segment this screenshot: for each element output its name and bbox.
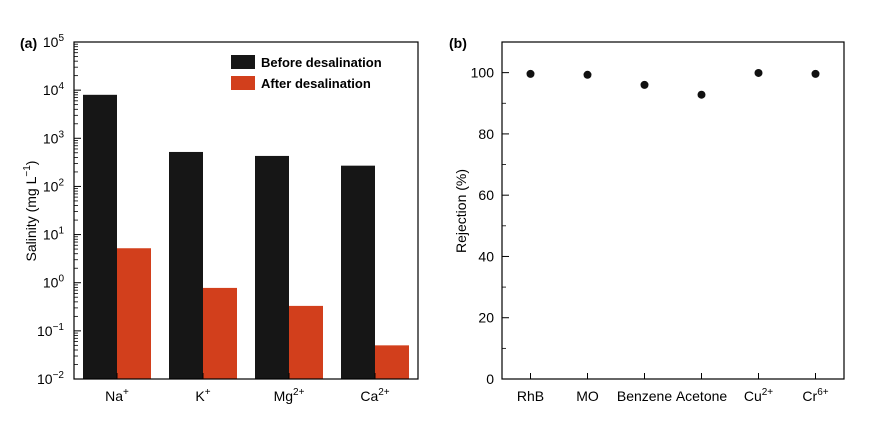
data-point	[754, 68, 763, 77]
panel-b-rejection-chart: (b) 0 20 40 60 80 100 RhB MO Benzene Acetone Cu2+ C…	[449, 35, 845, 404]
bar-after	[375, 345, 409, 379]
y-tick-label: 60	[478, 187, 494, 203]
x-tick-label: Cu2+	[744, 387, 773, 404]
y-tick-label: 20	[478, 310, 494, 326]
y-tick-label: 40	[478, 248, 494, 264]
y-tick-label: 103	[43, 129, 65, 146]
y-tick-label: 105	[43, 33, 65, 50]
y-tick-label: 100	[43, 274, 65, 291]
x-tick-label: Ca2+	[360, 387, 389, 404]
bar-after	[203, 287, 237, 379]
y-axis-label: Salinity (mg L−1)	[22, 161, 39, 262]
y-tick-label: 80	[478, 126, 494, 142]
panel-b-frame	[501, 41, 845, 380]
bar-before	[341, 165, 375, 379]
panel-a-plot-area: 10−2 10−1 100 101 102 103 104 105 Na+ K+ Mg2+ Ca2+ S…	[22, 33, 409, 404]
x-tick-label: Na+	[105, 387, 129, 404]
panel-a-legend: Before desalination After desalination	[231, 55, 382, 91]
x-tick-label: Cr6+	[802, 387, 828, 404]
legend-swatch	[231, 55, 255, 69]
data-point	[583, 70, 592, 79]
bar-before	[169, 151, 203, 379]
bar-after	[117, 248, 151, 379]
x-tick-label: K+	[195, 387, 210, 404]
panel-b-plot-area: 0 20 40 60 80 100 RhB MO Benzene Acetone Cu2+ Cr6+ R…	[453, 65, 829, 404]
y-tick-label: 101	[43, 226, 65, 243]
x-tick-label: Acetone	[676, 388, 728, 404]
panel-label-b: (b)	[449, 35, 467, 51]
y-axis-label: Rejection (%)	[453, 169, 469, 253]
panel-label-a: (a)	[20, 35, 37, 51]
legend-swatch	[231, 76, 255, 90]
y-tick-label: 10−1	[37, 322, 64, 339]
data-point	[811, 69, 820, 78]
data-point	[697, 90, 706, 99]
legend-label: Before desalination	[261, 55, 382, 70]
legend-label: After desalination	[261, 76, 371, 91]
x-tick-label: Mg2+	[274, 387, 305, 404]
x-tick-label: Benzene	[617, 388, 672, 404]
bar-before	[255, 155, 289, 379]
x-tick-label: RhB	[517, 388, 544, 404]
bar-after	[289, 305, 323, 379]
panel-a-salinity-chart: (a) 10−2 10−1 100 101 102 103 104 105 Na+ K+ Mg2+ C…	[20, 33, 419, 404]
y-tick-label: 10−2	[37, 370, 64, 387]
data-point	[640, 80, 649, 89]
y-tick-label: 104	[43, 81, 65, 98]
data-point	[526, 69, 535, 78]
panel-a-frame	[73, 41, 419, 380]
y-tick-label: 102	[43, 177, 65, 194]
y-tick-label: 0	[486, 371, 494, 387]
y-tick-label: 100	[471, 65, 495, 81]
x-tick-label: MO	[576, 388, 599, 404]
bar-before	[83, 94, 117, 379]
